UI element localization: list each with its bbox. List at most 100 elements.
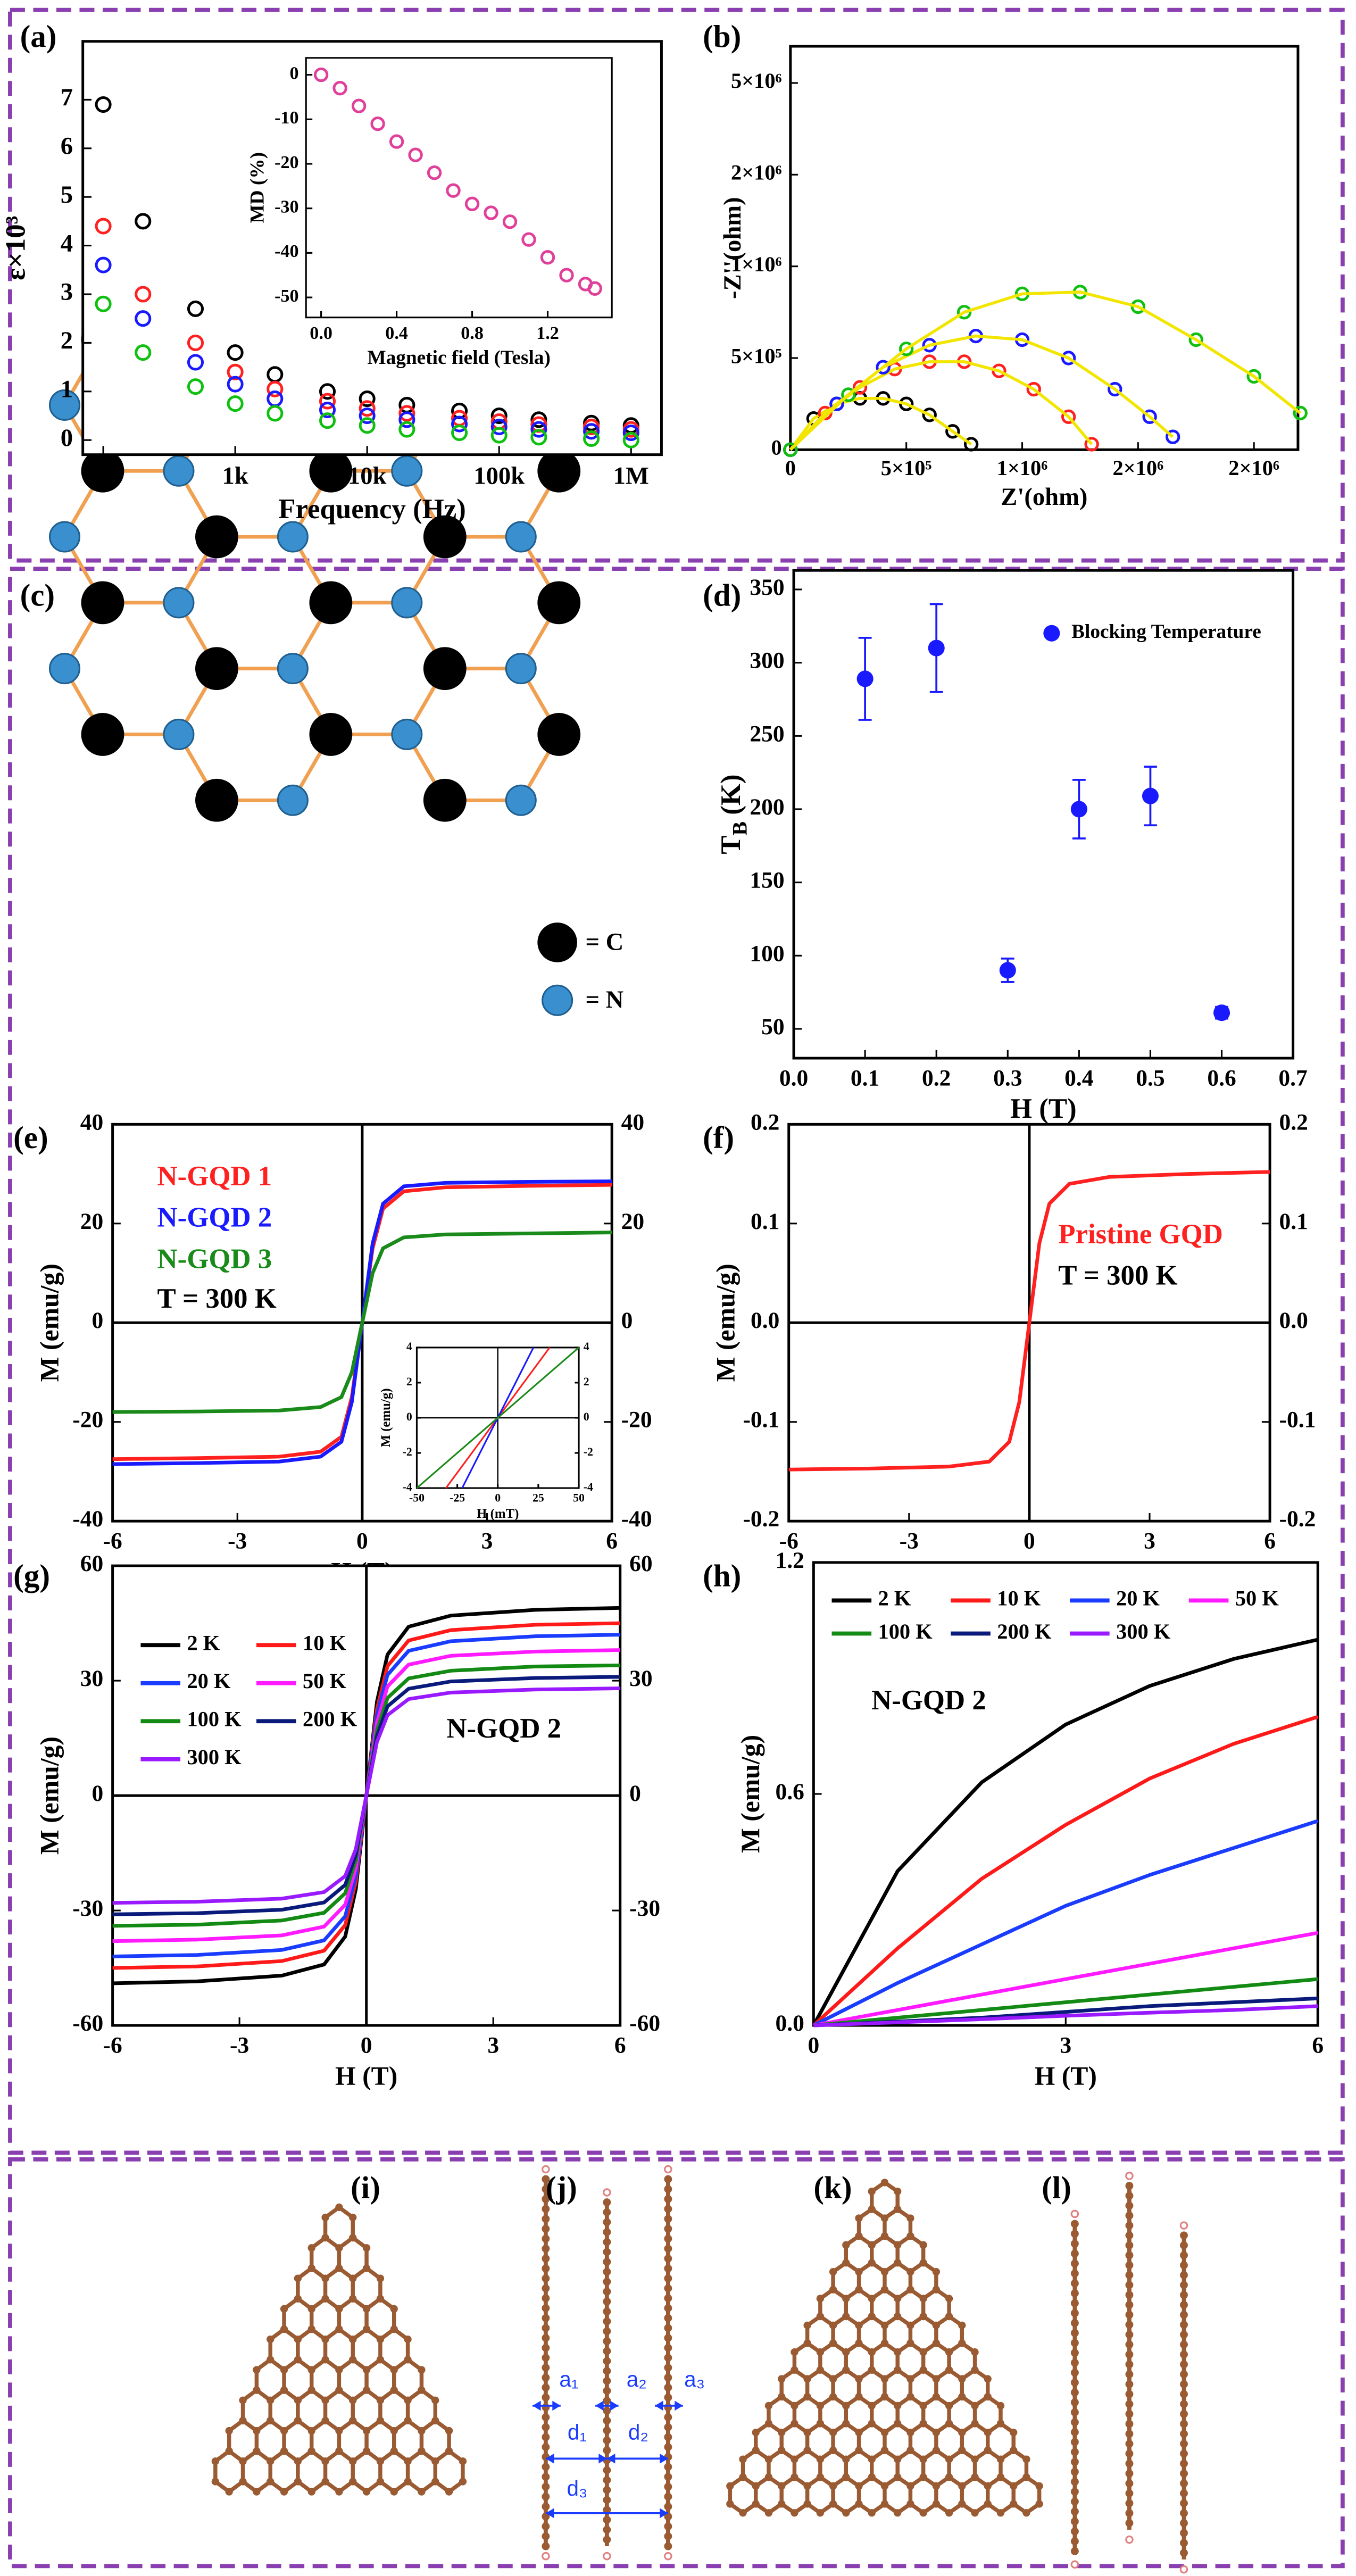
atom bbox=[1125, 2400, 1134, 2408]
arrow-head bbox=[533, 2400, 561, 2411]
atom bbox=[945, 2348, 953, 2356]
point bbox=[928, 639, 945, 657]
legend-label: 10 K bbox=[997, 1586, 1041, 1610]
atom bbox=[894, 2420, 902, 2428]
atom bbox=[880, 2392, 889, 2401]
atom bbox=[253, 2427, 261, 2435]
atom bbox=[1070, 2259, 1079, 2268]
atom bbox=[603, 2406, 611, 2415]
atom bbox=[803, 2446, 811, 2454]
atom bbox=[664, 2205, 672, 2213]
atom bbox=[855, 2232, 863, 2240]
point bbox=[876, 360, 891, 375]
atom bbox=[1180, 2499, 1188, 2507]
x-tick-label: 0 bbox=[1024, 1528, 1035, 1554]
x-tick-label: 10k bbox=[348, 462, 387, 490]
atom bbox=[1070, 2537, 1079, 2546]
atom bbox=[1180, 2241, 1188, 2249]
h-atom bbox=[1179, 2221, 1188, 2230]
point bbox=[899, 342, 914, 356]
atom bbox=[239, 2478, 247, 2486]
atom bbox=[349, 2396, 357, 2404]
y-tick-label: 0.1 bbox=[751, 1209, 779, 1234]
y-tick-label: 5×10⁶ bbox=[731, 69, 782, 93]
atom bbox=[752, 2429, 760, 2437]
atom bbox=[603, 2267, 611, 2276]
point bbox=[622, 424, 639, 442]
dimension-label: d₂ bbox=[628, 2420, 648, 2444]
line bbox=[813, 1977, 1318, 2027]
x-tick-label: 0.4 bbox=[1064, 1065, 1093, 1091]
carbon-atom bbox=[195, 647, 238, 691]
atom bbox=[984, 2482, 992, 2490]
atom bbox=[868, 2420, 876, 2428]
atom bbox=[1070, 2239, 1079, 2248]
atom bbox=[906, 2375, 914, 2383]
atom bbox=[603, 2515, 611, 2524]
chart: 0.0 0.4 0.8 1.2 0 -10 -20 -30 -40 -50 Magnetic fie… bbox=[246, 57, 613, 369]
atom bbox=[335, 2305, 343, 2313]
atom bbox=[906, 2446, 914, 2454]
atom bbox=[1125, 2449, 1134, 2458]
point bbox=[187, 354, 204, 371]
x-tick-label: 3 bbox=[487, 2032, 499, 2058]
atom bbox=[1180, 2519, 1188, 2528]
atom bbox=[932, 2375, 941, 2383]
point bbox=[95, 256, 112, 273]
y2-tick-label: 20 bbox=[621, 1209, 645, 1234]
atom bbox=[1070, 2319, 1079, 2327]
atom bbox=[919, 2455, 927, 2463]
y2-tick-label: -0.1 bbox=[1279, 1407, 1316, 1433]
atom bbox=[253, 2488, 261, 2496]
atom bbox=[1070, 2220, 1079, 2228]
atom bbox=[829, 2429, 837, 2437]
point bbox=[267, 380, 284, 397]
atom bbox=[894, 2366, 902, 2374]
atom bbox=[906, 2286, 914, 2294]
y2-tick-label: -60 bbox=[629, 2010, 660, 2036]
atom bbox=[307, 2264, 315, 2272]
atom bbox=[842, 2455, 850, 2463]
atom bbox=[1070, 2488, 1079, 2496]
atom bbox=[1070, 2517, 1079, 2525]
atom bbox=[390, 2325, 398, 2333]
atom bbox=[1125, 2321, 1134, 2329]
atom bbox=[880, 2321, 889, 2330]
atom bbox=[294, 2457, 302, 2465]
point bbox=[351, 98, 367, 113]
atom bbox=[868, 2295, 876, 2303]
x-tick-label: 0.6 bbox=[1207, 1065, 1236, 1091]
atom bbox=[816, 2509, 825, 2517]
atom bbox=[1125, 2370, 1134, 2379]
atom bbox=[603, 2416, 611, 2425]
atom bbox=[984, 2446, 992, 2454]
point bbox=[1142, 787, 1159, 804]
y-tick-label: 0.2 bbox=[751, 1109, 779, 1135]
atom bbox=[664, 2274, 672, 2283]
atom bbox=[971, 2366, 979, 2374]
point bbox=[446, 183, 461, 198]
y-axis-label: TB (K) bbox=[716, 774, 752, 854]
atom bbox=[829, 2339, 837, 2347]
atom bbox=[880, 2375, 889, 2383]
y-axis-label: M (emu/g) bbox=[35, 1736, 64, 1855]
point bbox=[783, 442, 798, 458]
y2-tick-label: 40 bbox=[621, 1109, 645, 1135]
atom bbox=[321, 2396, 329, 2404]
point bbox=[319, 393, 336, 410]
point bbox=[227, 363, 244, 380]
y-tick-label: 20 bbox=[80, 1209, 104, 1234]
atom bbox=[880, 2429, 889, 2437]
legend-label: 100 K bbox=[187, 1707, 242, 1731]
y2-tick-label: -0.2 bbox=[1279, 1506, 1316, 1532]
x-axis-label: H (T) bbox=[1035, 2062, 1097, 2091]
atom bbox=[542, 2503, 550, 2511]
legend-swatch bbox=[537, 923, 577, 962]
atom bbox=[1022, 2509, 1030, 2517]
atom bbox=[603, 2427, 611, 2434]
atom bbox=[603, 2218, 611, 2226]
atom bbox=[894, 2241, 902, 2249]
atom bbox=[542, 2344, 550, 2352]
y-tick-label: 50 bbox=[761, 1014, 785, 1040]
atom bbox=[664, 2463, 672, 2471]
